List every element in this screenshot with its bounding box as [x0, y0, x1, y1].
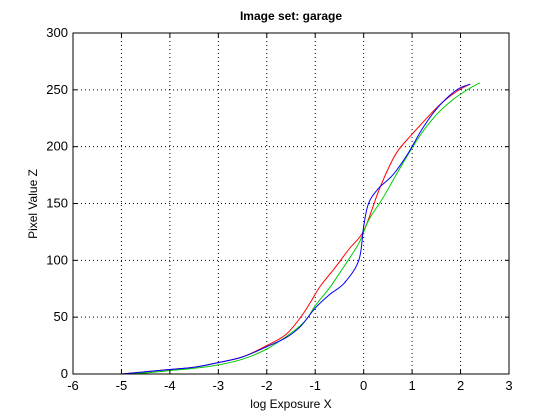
y-tick-label: 250 — [46, 82, 68, 97]
x-tick-label: 2 — [457, 378, 464, 393]
x-tick-label: -3 — [213, 378, 225, 393]
y-axis-label: Pixel Value Z — [26, 169, 40, 239]
x-tick-label: 0 — [360, 378, 367, 393]
series-line-2 — [121, 82, 481, 375]
y-tick-label: 200 — [46, 139, 68, 154]
x-tick-label: 3 — [505, 378, 512, 393]
y-tick-label: 50 — [54, 309, 68, 324]
y-tick-label: 0 — [61, 366, 68, 381]
series-group — [121, 82, 481, 375]
chart-title: Image set: garage — [240, 9, 342, 23]
ticks: -6 -5 -4 -3 -2 -1 0 1 2 3 0 50 100 150 200 250 300 — [46, 25, 512, 393]
x-tick-label: -1 — [309, 378, 321, 393]
x-tick-label: -6 — [67, 378, 79, 393]
y-tick-label: 300 — [46, 25, 68, 40]
x-axis-label: log Exposure X — [250, 397, 331, 411]
x-tick-label: 1 — [408, 378, 415, 393]
series-line-3 — [121, 83, 471, 375]
y-tick-label: 100 — [46, 252, 68, 267]
y-tick-label: 150 — [46, 196, 68, 211]
x-tick-label: -5 — [116, 378, 128, 393]
grid — [73, 33, 509, 374]
x-tick-label: -4 — [164, 378, 176, 393]
x-tick-label: -2 — [261, 378, 273, 393]
